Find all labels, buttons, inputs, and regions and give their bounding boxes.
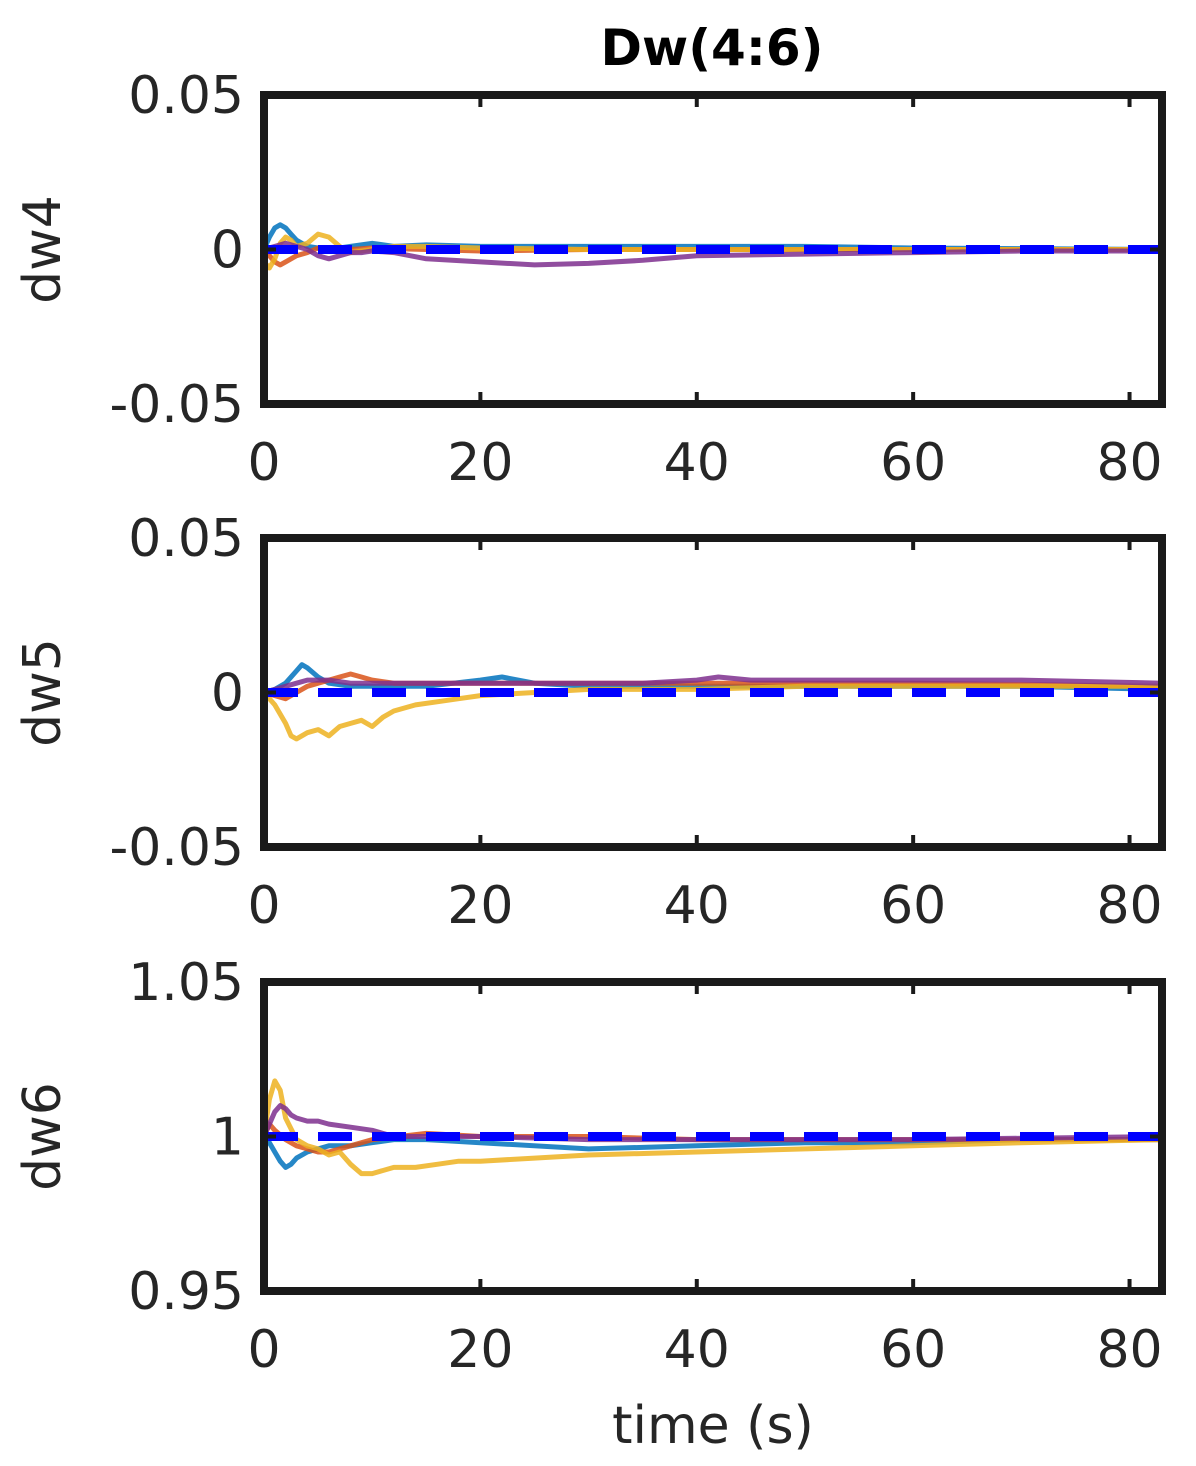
x-tick-label: 40 <box>664 433 730 493</box>
y-tick-label: 1.05 <box>128 953 244 1013</box>
y-axis-label: dw4 <box>13 195 73 304</box>
x-tick-label: 20 <box>447 1320 513 1380</box>
panel-2-plot-area <box>264 662 1162 742</box>
figure-title: Dw(4:6) <box>601 19 824 77</box>
x-tick-label: 60 <box>880 876 946 936</box>
x-tick-label: 20 <box>447 876 513 936</box>
x-tick-label: 0 <box>247 1320 280 1380</box>
series-line-3 <box>264 1078 1162 1177</box>
x-tick-label: 80 <box>1096 1320 1162 1380</box>
y-tick-label: -0.05 <box>109 818 244 878</box>
y-axis-label: dw5 <box>13 638 73 747</box>
panel-1-plot-area <box>264 222 1162 271</box>
x-tick-label: 20 <box>447 433 513 493</box>
x-tick-label: 40 <box>664 876 730 936</box>
x-tick-label: 40 <box>664 1320 730 1380</box>
y-tick-label: 0.05 <box>128 66 244 126</box>
y-tick-label: 0 <box>211 664 244 724</box>
x-axis-label: time (s) <box>612 1396 814 1456</box>
series-line-4 <box>264 674 1162 695</box>
x-tick-label: 80 <box>1096 876 1162 936</box>
panel-3-plot-area <box>264 1078 1162 1177</box>
x-tick-label: 0 <box>247 876 280 936</box>
y-tick-label: 0.95 <box>128 1262 244 1322</box>
y-tick-label: 0 <box>211 221 244 281</box>
panel-3: 0 20 40 60 80 0.95 1 1.05 dw6 time (s) <box>13 953 1166 1456</box>
x-tick-label: 0 <box>247 433 280 493</box>
x-tick-label: 60 <box>880 1320 946 1380</box>
y-tick-label: -0.05 <box>109 375 244 435</box>
x-tick-label: 60 <box>880 433 946 493</box>
x-tick-label: 80 <box>1096 433 1162 493</box>
y-tick-label: 1 <box>211 1108 244 1168</box>
y-tick-label: 0.05 <box>128 509 244 569</box>
y-axis-label: dw6 <box>13 1082 73 1191</box>
